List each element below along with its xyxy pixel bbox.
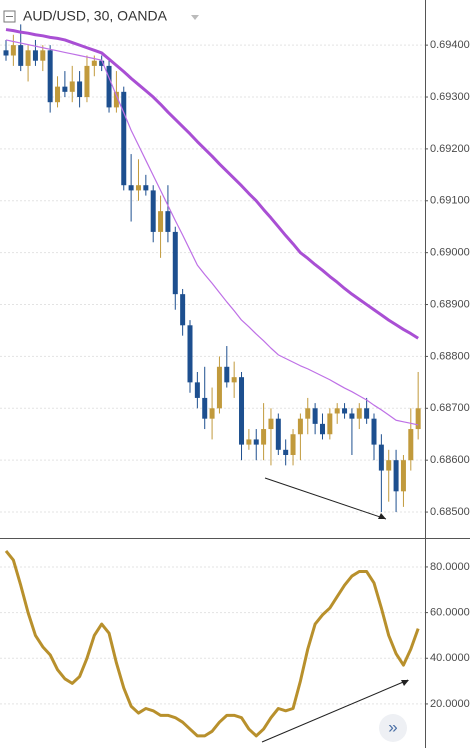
y-tick-label: 40.0000 bbox=[430, 652, 470, 664]
y-tick-label: 80.0000 bbox=[430, 561, 470, 573]
candle-body bbox=[268, 418, 274, 430]
candle-body bbox=[378, 444, 384, 471]
candle-body bbox=[165, 211, 171, 232]
candle-body bbox=[386, 460, 392, 471]
candle-body bbox=[77, 81, 83, 98]
candle-body bbox=[356, 408, 362, 419]
candle-body bbox=[106, 65, 112, 108]
candle-body bbox=[18, 45, 24, 66]
candle-body bbox=[349, 413, 355, 419]
candle-body bbox=[40, 50, 46, 61]
candle-body bbox=[84, 65, 90, 98]
candle-body bbox=[187, 325, 193, 383]
candle-body bbox=[239, 377, 245, 445]
y-tick-label: 0.69200 bbox=[430, 143, 470, 155]
candle-body bbox=[91, 60, 97, 66]
y-tick-label: 0.68900 bbox=[430, 298, 470, 310]
line-series bbox=[4, 550, 420, 738]
y-tick-label: 60.0000 bbox=[430, 607, 470, 619]
y-tick-label: 0.68600 bbox=[430, 454, 470, 466]
candle-body bbox=[128, 185, 134, 191]
candle-body bbox=[62, 86, 68, 92]
candle-body bbox=[319, 423, 325, 435]
candle-body bbox=[69, 81, 75, 92]
candle-body bbox=[55, 86, 61, 103]
scroll-button-label[interactable]: » bbox=[388, 717, 397, 736]
arrow-head bbox=[378, 513, 386, 519]
candle-body bbox=[334, 408, 340, 414]
y-tick-label: 0.68700 bbox=[430, 402, 470, 414]
y-tick-label: 0.69000 bbox=[430, 247, 470, 259]
candle-body bbox=[10, 45, 16, 56]
candle-body bbox=[172, 231, 178, 295]
y-tick-label: 0.68800 bbox=[430, 350, 470, 362]
candle-body bbox=[415, 408, 421, 430]
candle-body bbox=[194, 382, 200, 398]
candle-body bbox=[135, 185, 141, 191]
y-tick-label: 20.0000 bbox=[430, 698, 470, 710]
candle-body bbox=[209, 408, 215, 419]
candle-body bbox=[25, 50, 31, 66]
y-tick-label: 0.68500 bbox=[430, 506, 470, 518]
candle-body bbox=[393, 460, 399, 492]
candle-body bbox=[253, 439, 259, 445]
y-tick-label: 0.69100 bbox=[430, 195, 470, 207]
line-series bbox=[5, 39, 419, 426]
scroll-button[interactable] bbox=[379, 714, 407, 742]
candle-body bbox=[305, 408, 311, 419]
divergence-arrow bbox=[264, 477, 387, 520]
candle-body bbox=[342, 408, 348, 414]
candle-body bbox=[113, 91, 119, 108]
candle-body bbox=[150, 190, 156, 232]
candle-body bbox=[180, 294, 186, 326]
candle-body bbox=[400, 460, 406, 492]
candle-body bbox=[224, 366, 230, 383]
candle-body bbox=[32, 50, 38, 61]
candle-body bbox=[246, 439, 252, 445]
candle-body bbox=[99, 60, 105, 66]
candle-body bbox=[231, 377, 237, 383]
candle-body bbox=[371, 418, 377, 445]
candle-body bbox=[202, 397, 208, 419]
candle-body bbox=[261, 429, 267, 445]
grid-layer: 0.69400 0.69300 0.69200 0.69100 0.69000 0.689… bbox=[0, 39, 470, 710]
chart-title: AUD/USD, 30, OANDA bbox=[23, 8, 168, 24]
candle-body bbox=[408, 429, 414, 461]
y-tick-label: 0.69400 bbox=[430, 39, 470, 51]
divergence-arrow bbox=[261, 679, 409, 743]
candle-body bbox=[275, 418, 281, 450]
candle-body bbox=[3, 50, 9, 56]
candle-body bbox=[143, 185, 149, 191]
candle-body bbox=[327, 413, 333, 435]
candle-body bbox=[121, 91, 127, 186]
dropdown-caret[interactable] bbox=[191, 15, 199, 20]
candle-body bbox=[216, 366, 222, 409]
candle-body bbox=[47, 50, 53, 103]
arrow-head bbox=[401, 680, 409, 686]
candle-body bbox=[297, 418, 303, 435]
mark-layer bbox=[3, 24, 421, 738]
y-tick-label: 0.69300 bbox=[430, 91, 470, 103]
candle-body bbox=[364, 408, 370, 419]
candle-body bbox=[158, 211, 164, 232]
candle-body bbox=[283, 449, 289, 455]
candle-body bbox=[312, 408, 318, 424]
line-series bbox=[5, 28, 419, 340]
candle-body bbox=[290, 434, 296, 455]
